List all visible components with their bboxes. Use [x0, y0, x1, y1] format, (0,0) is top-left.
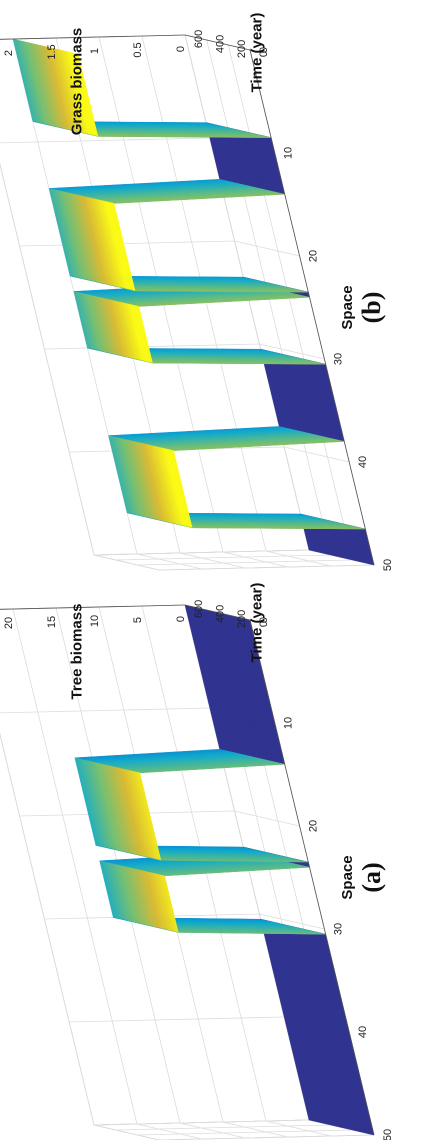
z-axis-line [0, 604, 186, 610]
x-tick-label: 50 [382, 1129, 394, 1140]
panel-label: (a) [357, 862, 386, 892]
x-tick-label: 0 [258, 47, 270, 53]
z-tick-label: 2 [3, 50, 15, 56]
x-tick-label: 30 [332, 923, 344, 935]
z-axis-line [0, 34, 186, 40]
x-gridline [69, 446, 350, 463]
x-gridline [19, 810, 300, 827]
y-tick-label: 0 [258, 621, 270, 627]
chart-panel-a: 0102030405060040020000510152025SpaceTime… [0, 583, 394, 1140]
y-tick-label: 400 [215, 605, 227, 623]
z-tick-label: 0 [175, 46, 187, 52]
x-tick-label: 10 [283, 147, 295, 159]
z-tick-label: 0 [175, 616, 187, 622]
x-axis-line [249, 619, 375, 1136]
z-axis-title: Grass biomass [68, 28, 85, 136]
y-axis-line [184, 604, 251, 621]
x-axis-title: Space [339, 285, 356, 329]
y-tick-label: 600 [193, 600, 205, 618]
z-tick-label: 20 [3, 617, 15, 629]
x-tick-label: 20 [308, 820, 320, 832]
z-tick-label: 1 [89, 48, 101, 54]
y-tick-label: 0 [258, 51, 270, 57]
y-tick-label: 200 [236, 40, 248, 58]
x-axis-title: Space [339, 855, 356, 899]
z-tick-label: 0.5 [132, 42, 144, 57]
chart-panel-b: 01020304050600400200000.511.522.5SpaceTi… [0, 13, 394, 571]
z-tick-label: 5 [132, 617, 144, 623]
z-tick-label: 15 [46, 616, 58, 628]
x-gridline [19, 240, 300, 257]
x-tick-label: 40 [357, 456, 369, 468]
x-tick-label: 0 [258, 617, 270, 623]
x-tick-label: 30 [332, 353, 344, 365]
x-tick-label: 20 [308, 250, 320, 262]
z-tick-label: 10 [89, 615, 101, 627]
x-tick-label: 10 [283, 717, 295, 729]
y-tick-label: 200 [236, 610, 248, 628]
y-axis-title: Time (year) [248, 13, 265, 93]
x-tick-label: 40 [357, 1026, 369, 1038]
x-axis-line [249, 49, 375, 566]
panel-label: (b) [357, 292, 386, 324]
y-tick-label: 600 [193, 30, 205, 48]
y-axis-title: Time (year) [248, 583, 265, 663]
z-axis-title: Tree biomass [68, 604, 85, 700]
z-tick-label: 1.5 [46, 44, 58, 59]
y-axis-line [184, 34, 251, 51]
y-tick-label: 400 [215, 35, 227, 53]
x-tick-label: 50 [382, 559, 394, 571]
